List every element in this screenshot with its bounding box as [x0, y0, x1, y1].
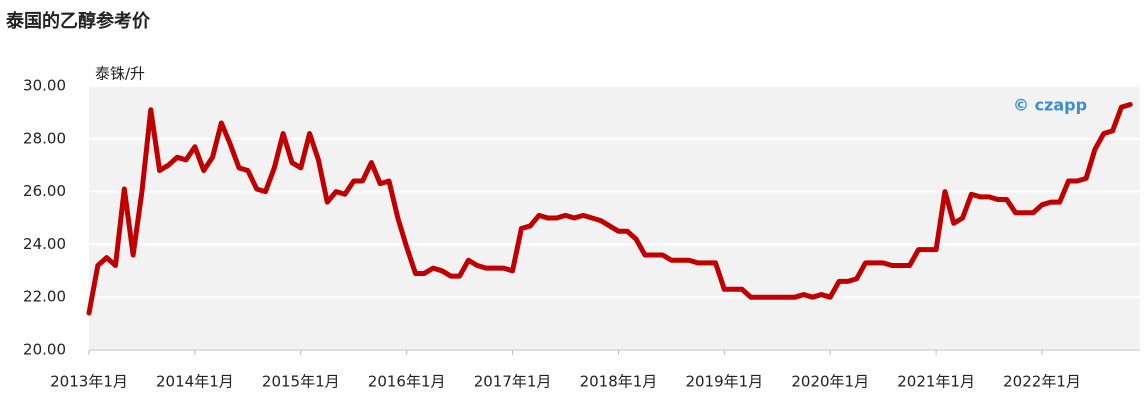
y-tick-label: 22.00	[23, 288, 66, 306]
x-tick-label: 2015年1月	[262, 373, 340, 391]
y-tick-label: 26.00	[23, 182, 66, 200]
y-tick-label: 30.00	[23, 77, 66, 95]
x-tick-label: 2019年1月	[685, 373, 763, 391]
x-tick-label: 2017年1月	[474, 373, 552, 391]
y-axis-label: 泰铢/升	[95, 65, 145, 83]
y-tick-label: 28.00	[23, 129, 66, 147]
x-tick-label: 2016年1月	[368, 373, 446, 391]
x-tick-label: 2014年1月	[156, 373, 234, 391]
y-tick-label: 20.00	[23, 341, 66, 359]
plot-area	[89, 86, 1140, 350]
data-line	[86, 101, 1133, 316]
x-tick-label: 2022年1月	[1003, 373, 1081, 391]
x-tick-label: 2021年1月	[897, 373, 975, 391]
x-tick-label: 2018年1月	[580, 373, 658, 391]
y-tick-label: 24.00	[23, 235, 66, 253]
chart-title: 泰国的乙醇参考价	[5, 10, 151, 32]
watermark: © czapp	[1013, 96, 1087, 115]
x-tick-label: 2013年1月	[50, 373, 128, 391]
x-tick-label: 2020年1月	[791, 373, 869, 391]
